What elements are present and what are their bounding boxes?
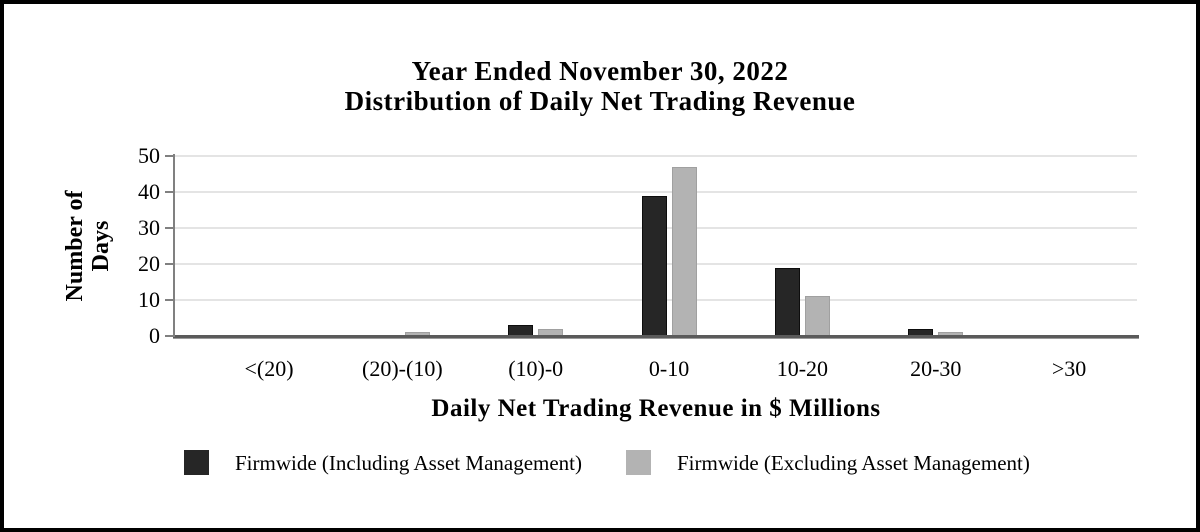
plot-area — [175, 155, 1137, 336]
x-category-label-4: 10-20 — [776, 356, 829, 381]
bar-excluding-0-10 — [671, 166, 697, 336]
legend-swatch-including — [184, 450, 209, 475]
y-axis-label-line1: Number of — [62, 190, 88, 302]
gridline-50 — [175, 155, 1137, 157]
bar-including-10-20 — [774, 267, 800, 336]
x-category-label-2: (10)-0 — [508, 356, 564, 381]
y-tick-mark-20 — [165, 263, 175, 265]
y-tick-mark-40 — [165, 191, 175, 193]
y-tick-label-20: 20 — [138, 251, 160, 276]
y-axis-label-line2: Days — [88, 220, 114, 272]
y-tick-label-50: 50 — [138, 143, 160, 168]
chart-title-line2: Distribution of Daily Net Trading Revenu… — [344, 86, 856, 116]
y-tick-mark-50 — [165, 155, 175, 157]
bar-excluding-10-20 — [804, 296, 830, 336]
bar-including-0-10 — [641, 195, 667, 336]
y-tick-mark-10 — [165, 299, 175, 301]
legend-label-including: Firmwide (Including Asset Management) — [235, 451, 583, 475]
x-category-label-0: <(20) — [244, 356, 294, 381]
y-axis-label: Number of Days — [62, 191, 114, 302]
y-tick-mark-30 — [165, 227, 175, 229]
x-category-label-6: >30 — [1051, 356, 1087, 381]
y-tick-label-40: 40 — [138, 179, 160, 204]
y-tick-label-10: 10 — [138, 287, 160, 312]
legend-label-excluding: Firmwide (Excluding Asset Management) — [677, 451, 1030, 475]
gridline-40 — [175, 191, 1137, 193]
y-tick-mark-0 — [165, 335, 175, 337]
legend-swatch-excluding — [626, 450, 651, 475]
x-axis-title: Daily Net Trading Revenue in $ Millions — [431, 395, 881, 422]
x-axis-line — [173, 335, 1139, 339]
x-category-label-5: 20-30 — [910, 356, 962, 381]
x-category-label-1: (20)-(10) — [362, 356, 443, 381]
chart-title-line1: Year Ended November 30, 2022 — [411, 56, 789, 86]
y-tick-label-30: 30 — [138, 215, 160, 240]
y-tick-label-0: 0 — [149, 323, 160, 348]
y-axis-line — [173, 154, 175, 338]
x-category-label-3: 0-10 — [648, 356, 690, 381]
chart-title: Year Ended November 30, 2022 Distributio… — [4, 56, 1196, 116]
